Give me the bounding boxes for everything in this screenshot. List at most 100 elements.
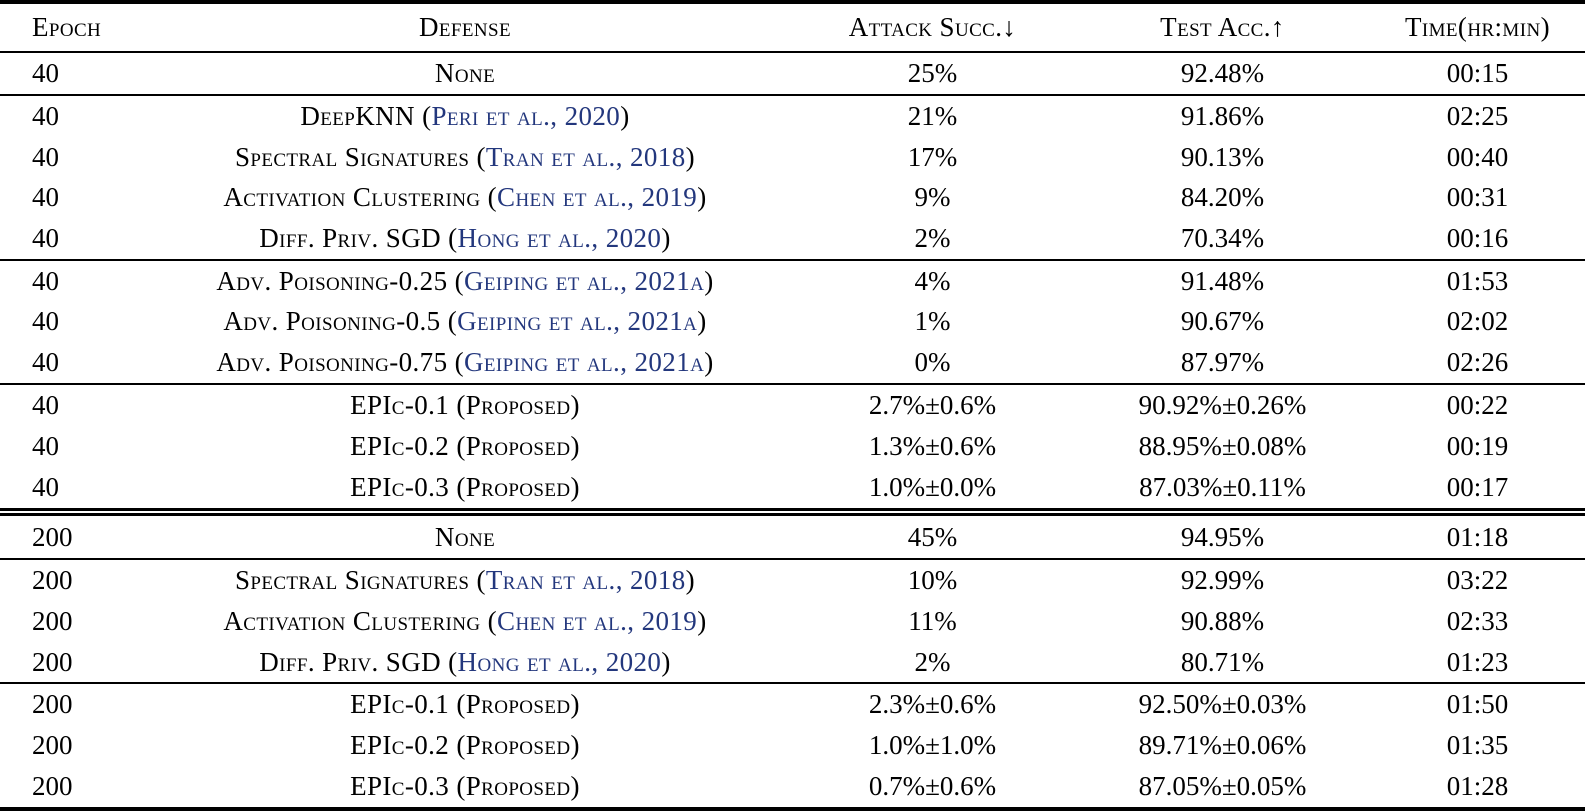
defense-cell: None [140, 52, 790, 95]
test-accuracy-cell: 92.50%±0.03% [1138, 689, 1307, 720]
defense-name: Diff. Priv. SGD ( [259, 646, 458, 677]
col-header-epoch: Epoch [0, 2, 140, 53]
epoch-cell: 200 [32, 689, 73, 720]
table-row: 200 EPIc-0.2 (Proposed) 1.0%±1.0% 89.71%… [0, 725, 1585, 766]
time-cell: 00:17 [1446, 471, 1509, 502]
test-accuracy-cell: 88.95%±0.08% [1138, 430, 1307, 461]
defense-cell: EPIc-0.1 (Proposed) [140, 384, 790, 426]
test-accuracy-cell: 89.71%±0.06% [1138, 730, 1307, 761]
test-accuracy-cell: 80.71% [1180, 646, 1265, 677]
test-accuracy-cell: 90.13% [1180, 141, 1265, 172]
time-cell: 00:16 [1446, 222, 1509, 253]
epoch-cell: 40 [32, 101, 59, 132]
defense-cell: DeepKNN (Peri et al., 2020) [140, 95, 790, 137]
table-group: 40 Adv. Poisoning-0.25 (Geiping et al., … [0, 259, 1585, 384]
test-accuracy-cell: 91.86% [1180, 101, 1265, 132]
time-cell: 01:23 [1446, 646, 1509, 677]
attack-success-cell: 2% [914, 646, 951, 677]
test-accuracy-cell: 92.48% [1180, 58, 1265, 89]
table-row: 200 Diff. Priv. SGD (Hong et al., 2020) … [0, 642, 1585, 684]
defense-name: Activation Clustering ( [223, 182, 498, 213]
attack-success-cell: 0% [914, 347, 951, 378]
defense-suffix: ) [704, 265, 714, 296]
attack-success-cell: 45% [907, 521, 958, 552]
attack-success-cell: 1.3%±0.6% [868, 430, 997, 461]
table-row: 40 None 25% 92.48% 00:15 [0, 52, 1585, 95]
time-cell: 00:22 [1446, 389, 1509, 420]
time-cell: 01:28 [1446, 770, 1509, 801]
citation-link[interactable]: Chen et al., 2019 [497, 605, 698, 636]
table-group: 200 EPIc-0.1 (Proposed) 2.3%±0.6% 92.50%… [0, 683, 1585, 809]
epoch-cell: 40 [32, 58, 59, 89]
attack-success-cell: 1.0%±1.0% [868, 730, 997, 761]
citation-link[interactable]: Tran et al., 2018 [485, 141, 686, 172]
defense-cell: Adv. Poisoning-0.75 (Geiping et al., 202… [140, 342, 790, 384]
citation-link[interactable]: Peri et al., 2020 [431, 101, 621, 132]
test-accuracy-cell: 87.03%±0.11% [1139, 471, 1306, 502]
test-accuracy-cell: 92.99% [1180, 565, 1265, 596]
table-group: 40 EPIc-0.1 (Proposed) 2.7%±0.6% 90.92%±… [0, 384, 1585, 512]
attack-success-cell: 4% [914, 265, 951, 296]
defense-name: Diff. Priv. SGD ( [259, 222, 458, 253]
defense-suffix: ) [661, 646, 671, 677]
attack-success-cell: 2% [914, 222, 951, 253]
table-row: 200 None 45% 94.95% 01:18 [0, 512, 1585, 559]
time-cell: 00:40 [1446, 141, 1509, 172]
test-accuracy-cell: 84.20% [1180, 182, 1265, 213]
table-row: 200 Activation Clustering (Chen et al., … [0, 601, 1585, 642]
table-row: 40 Adv. Poisoning-0.5 (Geiping et al., 2… [0, 302, 1585, 343]
citation-link[interactable]: Geiping et al., 2021a [464, 347, 705, 378]
table-group: 40 DeepKNN (Peri et al., 2020) 21% 91.86… [0, 95, 1585, 260]
defense-cell: Activation Clustering (Chen et al., 2019… [140, 177, 790, 218]
defense-suffix: ) [685, 565, 696, 596]
table-row: 200 EPIc-0.3 (Proposed) 0.7%±0.6% 87.05%… [0, 766, 1585, 809]
epoch-cell: 40 [32, 141, 59, 172]
defense-name: EPIc-0.3 (Proposed) [350, 471, 580, 502]
time-cell: 02:02 [1446, 306, 1509, 337]
epoch-cell: 200 [32, 730, 73, 761]
table-row: 40 Spectral Signatures (Tran et al., 201… [0, 137, 1585, 178]
table-row: 40 EPIc-0.2 (Proposed) 1.3%±0.6% 88.95%±… [0, 426, 1585, 467]
defense-name: None [434, 58, 496, 89]
epoch-cell: 40 [32, 306, 59, 337]
table-header: Epoch Defense Attack Succ.↓ Test Acc.↑ T… [0, 2, 1585, 53]
epoch-cell: 200 [32, 565, 73, 596]
defense-cell: None [140, 512, 790, 559]
table-group: 200 Spectral Signatures (Tran et al., 20… [0, 559, 1585, 683]
defense-suffix: ) [685, 141, 696, 172]
epoch-cell: 200 [32, 605, 73, 636]
table-row: 40 EPIc-0.3 (Proposed) 1.0%±0.0% 87.03%±… [0, 466, 1585, 512]
attack-success-cell: 21% [907, 101, 958, 132]
defense-cell: EPIc-0.3 (Proposed) [140, 766, 790, 809]
citation-link[interactable]: Chen et al., 2019 [497, 182, 698, 213]
test-accuracy-cell: 90.88% [1180, 605, 1265, 636]
citation-link[interactable]: Geiping et al., 2021a [464, 265, 705, 296]
table-row: 40 Adv. Poisoning-0.25 (Geiping et al., … [0, 260, 1585, 302]
test-accuracy-cell: 90.92%±0.26% [1138, 389, 1307, 420]
defense-name: Adv. Poisoning-0.75 ( [216, 347, 465, 378]
attack-success-cell: 0.7%±0.6% [868, 770, 997, 801]
time-cell: 02:25 [1446, 101, 1509, 132]
epoch-cell: 40 [32, 471, 59, 502]
table-row: 40 DeepKNN (Peri et al., 2020) 21% 91.86… [0, 95, 1585, 137]
defense-cell: Adv. Poisoning-0.5 (Geiping et al., 2021… [140, 302, 790, 343]
attack-success-cell: 17% [907, 141, 958, 172]
time-cell: 01:50 [1446, 689, 1509, 720]
attack-success-cell: 2.7%±0.6% [868, 389, 997, 420]
defense-suffix: ) [697, 182, 707, 213]
time-cell: 00:15 [1446, 58, 1509, 89]
citation-link[interactable]: Hong et al., 2020 [457, 222, 662, 253]
citation-link[interactable]: Hong et al., 2020 [457, 646, 662, 677]
epoch-cell: 40 [32, 182, 59, 213]
defense-suffix: ) [661, 222, 671, 253]
time-cell: 01:18 [1446, 521, 1509, 552]
defense-suffix: ) [704, 347, 714, 378]
citation-link[interactable]: Geiping et al., 2021a [457, 306, 698, 337]
defense-name: EPIc-0.1 (Proposed) [350, 389, 580, 420]
citation-link[interactable]: Tran et al., 2018 [485, 565, 686, 596]
defense-name: EPIc-0.1 (Proposed) [350, 689, 580, 720]
test-accuracy-cell: 94.95% [1180, 521, 1265, 552]
test-accuracy-cell: 87.97% [1180, 347, 1265, 378]
attack-success-cell: 9% [914, 182, 951, 213]
table-group: 40 None 25% 92.48% 00:15 [0, 52, 1585, 95]
